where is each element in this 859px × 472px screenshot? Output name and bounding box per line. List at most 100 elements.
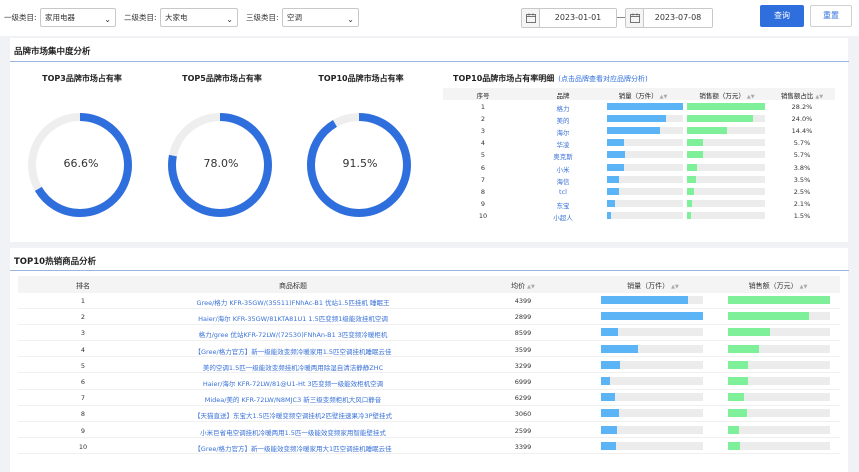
start-date-input[interactable]: 2023-01-01 — [521, 8, 617, 28]
top3-share-donut — [28, 113, 132, 217]
header-rank: 排名 — [76, 282, 90, 290]
rank-cell: 9 — [80, 426, 86, 435]
brand-link[interactable]: 奥克斯 — [553, 153, 573, 162]
revenue-bar — [728, 296, 830, 304]
level2-select[interactable]: 大家电 ⌄ — [160, 8, 238, 27]
header-sales[interactable]: 销量（万件） ▲▼ — [598, 281, 708, 291]
product-table-header: 排名 商品标题 均价 ▲▼ 销量（万件） ▲▼ 销售额（万元） ▲▼ — [18, 276, 840, 293]
donut-arc — [28, 113, 132, 217]
header-sales[interactable]: 销量（万件） ▲▼ — [603, 90, 683, 100]
share-cell: 14.4% — [791, 127, 813, 136]
sales-bar — [601, 328, 619, 337]
revenue-bar-track — [728, 344, 830, 353]
header-sales-label: 销量（万件） — [618, 92, 658, 100]
brand-link[interactable]: 美的 — [556, 117, 570, 126]
brand-link[interactable]: 小米 — [556, 165, 570, 174]
brand-link[interactable]: 海尔 — [556, 129, 570, 138]
sales-bar — [601, 312, 703, 321]
rank-cell: 8 — [480, 187, 486, 196]
product-title-link[interactable]: 【天猫直送】东宝大1.5匹冷暖变频空调挂机2匹壁挂速果冷3P壁挂式 — [193, 412, 393, 421]
revenue-bar-track — [687, 187, 765, 195]
level1-value: 家用电器 — [45, 13, 75, 22]
brand-link[interactable]: 格力 — [556, 105, 570, 113]
product-title-link[interactable]: Gree/格力 KFR-35GW/(35511)FNhAc-B1 优站1.5匹挂… — [196, 299, 390, 307]
sort-icon: ▲▼ — [746, 94, 755, 100]
donut-arc — [307, 113, 411, 217]
sort-icon: ▲▼ — [671, 284, 679, 290]
top5-share-donut — [168, 113, 272, 217]
product-title-link[interactable]: Haier/海尔 KFR-72LW/81@U1-Ht 3匹变频一级能效柜机空调 — [202, 380, 384, 388]
brand-table-hint-link[interactable]: (点击品牌查看对应品牌分析) — [558, 75, 648, 83]
sales-bar-track — [607, 127, 683, 135]
sort-icon: ▲▼ — [527, 284, 535, 290]
revenue-bar-track — [728, 425, 830, 434]
revenue-bar — [687, 199, 693, 207]
brand-link[interactable]: 东宝 — [556, 201, 570, 210]
brand-link[interactable]: 小超人 — [553, 213, 573, 222]
revenue-bar-track — [728, 441, 830, 450]
table-row: 5 美的空调1.5匹一级能效变频挂机冷暖两用除湿自清洁静静ZHC 3299 — [18, 357, 840, 374]
sales-bar — [601, 441, 617, 450]
table-row: 6 小米 3.8% — [443, 162, 835, 174]
header-revenue[interactable]: 销售额（万元） ▲▼ — [685, 90, 769, 100]
share-cell: 2.5% — [793, 187, 811, 196]
rank-cell: 7 — [480, 175, 486, 184]
sales-bar-track — [607, 187, 683, 195]
product-title-link[interactable]: Midea/美的 KFR-72LW/N8MJC3 新三级变频柜机大风口静音 — [204, 396, 382, 405]
header-price[interactable]: 均价 ▲▼ — [458, 281, 588, 291]
revenue-bar-track — [728, 360, 830, 369]
header-revenue[interactable]: 销售额（万元） ▲▼ — [723, 281, 833, 291]
table-row: 6 Haier/海尔 KFR-72LW/81@U1-Ht 3匹变频一级能效柜机空调… — [18, 373, 840, 390]
product-title-link[interactable]: 美的空调1.5匹一级能效变频挂机冷暖两用除湿自清洁静静ZHC — [202, 363, 384, 372]
sales-bar-track — [601, 312, 703, 321]
table-row: 8 tcl 2.5% — [443, 186, 835, 198]
product-title-link[interactable]: 【Gree/格力官方】新一级能效变频冷暖家用大1匹空调挂机睡眠云佳 — [194, 444, 392, 453]
header-brand: 品牌 — [556, 92, 570, 100]
product-title-link[interactable]: 小米巨省电空调挂机冷暖两用1.5匹一级能效变频家用智能壁挂式 — [200, 428, 386, 437]
rank-cell: 1 — [80, 297, 86, 305]
sales-bar-track — [607, 151, 683, 159]
share-cell: 28.2% — [791, 103, 813, 111]
sales-bar — [601, 377, 611, 385]
level1-select[interactable]: 家用电器 ⌄ — [40, 8, 116, 27]
revenue-bar-track — [687, 163, 765, 171]
sales-bar — [607, 199, 616, 207]
level3-select[interactable]: 空调 ⌄ — [282, 8, 359, 27]
sales-bar — [607, 115, 666, 123]
rank-cell: 7 — [80, 394, 86, 403]
rank-cell: 1 — [480, 103, 486, 111]
revenue-bar — [728, 441, 741, 450]
revenue-bar — [728, 360, 749, 369]
revenue-bar-track — [728, 409, 830, 418]
brand-table-title: TOP10品牌市场占有率明细 (点击品牌查看对应品牌分析) — [453, 73, 648, 84]
table-row: 7 Midea/美的 KFR-72LW/N8MJC3 新三级变频柜机大风口静音 62… — [18, 389, 840, 406]
share-cell: 5.7% — [793, 151, 811, 160]
reset-button[interactable]: 重置 — [810, 5, 852, 27]
product-title-link[interactable]: 格力/gree 优站KFR-72LW/(72530)FNhAn-B1 3匹变频冷… — [198, 331, 388, 340]
header-revenue-label: 销售额（万元） — [748, 282, 798, 290]
level1-label: 一级类目: — [4, 13, 37, 22]
header-rank: 序号 — [476, 92, 490, 100]
table-row: 5 奥克斯 5.7% — [443, 149, 835, 161]
revenue-bar-track — [728, 328, 830, 337]
product-title-link[interactable]: Haier/海尔 KFR-35GW/81KTA81U1 1.5匹变频1级能效挂机… — [198, 315, 388, 324]
end-date-input[interactable]: 2023-07-08 — [625, 8, 713, 28]
revenue-bar-track — [728, 296, 830, 304]
sales-bar-track — [601, 393, 703, 402]
revenue-bar — [687, 187, 695, 195]
brand-link[interactable]: tcl — [559, 187, 567, 196]
rank-cell: 10 — [478, 211, 488, 220]
price-cell: 3599 — [514, 345, 532, 354]
header-share[interactable]: 销售额占比 ▲▼ — [769, 90, 835, 100]
level2-label: 二级类目: — [124, 13, 157, 22]
top3-share-title: TOP3品牌市场占有率 — [42, 74, 122, 83]
revenue-bar-track — [728, 393, 830, 402]
table-row: 3 格力/gree 优站KFR-72LW/(72530)FNhAn-B1 3匹变频… — [18, 324, 840, 341]
start-date-value: 2023-01-01 — [554, 13, 602, 22]
product-title-link[interactable]: 【Gree/格力官方】新一级能效变频冷暖家用1.5匹空调挂机睡眠云佳 — [194, 347, 392, 356]
brand-link[interactable]: 海信 — [556, 177, 570, 186]
brand-link[interactable]: 华凌 — [556, 141, 570, 150]
rank-cell: 5 — [480, 151, 486, 160]
query-button[interactable]: 查询 — [760, 5, 804, 27]
price-cell: 4399 — [514, 297, 532, 305]
